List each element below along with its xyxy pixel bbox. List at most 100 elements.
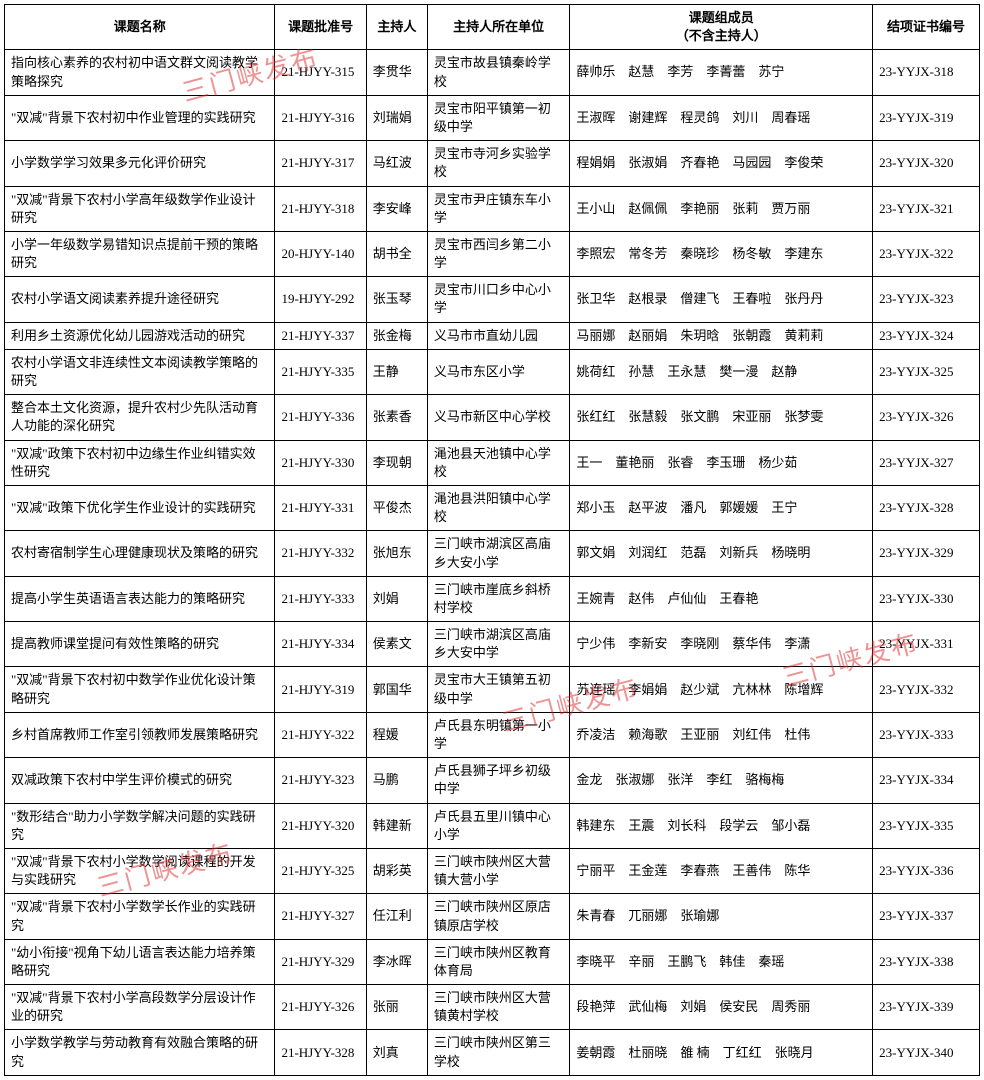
table-row: 小学一年级数学易错知识点提前干预的策略研究20-HJYY-140胡书全灵宝市西闫… bbox=[5, 231, 980, 276]
cell-unit: 三门峡市湖滨区高庙乡大安中学 bbox=[427, 622, 569, 667]
cell-title: 小学一年级数学易错知识点提前干预的策略研究 bbox=[5, 231, 275, 276]
cell-unit: 三门峡市陕州区大营镇大营小学 bbox=[427, 848, 569, 893]
cell-approval: 21-HJYY-323 bbox=[275, 758, 366, 803]
cell-approval: 21-HJYY-336 bbox=[275, 395, 366, 440]
table-row: 乡村首席教师工作室引领教师发展策略研究21-HJYY-322程媛卢氏县东明镇第一… bbox=[5, 712, 980, 757]
table-row: "双减"背景下农村初中数学作业优化设计策略研究21-HJYY-319郭国华灵宝市… bbox=[5, 667, 980, 712]
cell-host: 张素香 bbox=[366, 395, 427, 440]
cell-title: "数形结合"助力小学数学解决问题的实践研究 bbox=[5, 803, 275, 848]
cell-unit: 三门峡市陕州区原店镇原店学校 bbox=[427, 894, 569, 939]
cell-cert: 23-YYJX-332 bbox=[873, 667, 980, 712]
cell-title: "幼小衔接"视角下幼儿语言表达能力培养策略研究 bbox=[5, 939, 275, 984]
table-row: 农村小学语文非连续性文本阅读教学策略的研究21-HJYY-335王静义马市东区小… bbox=[5, 349, 980, 394]
cell-members: 宁丽平 王金莲 李春燕 王善伟 陈华 bbox=[570, 848, 873, 893]
cell-unit: 义马市市直幼儿园 bbox=[427, 322, 569, 349]
cell-title: "双减"背景下农村小学数学阅读课程的开发与实践研究 bbox=[5, 848, 275, 893]
cell-members: 朱青春 兀丽娜 张瑜娜 bbox=[570, 894, 873, 939]
cell-cert: 23-YYJX-335 bbox=[873, 803, 980, 848]
cell-members: 乔凌洁 赖海歌 王亚丽 刘红伟 杜伟 bbox=[570, 712, 873, 757]
cell-members: 马丽娜 赵丽娟 朱玥晗 张朝霞 黄莉莉 bbox=[570, 322, 873, 349]
cell-unit: 灵宝市川口乡中心小学 bbox=[427, 277, 569, 322]
header-host: 主持人 bbox=[366, 5, 427, 50]
header-unit: 主持人所在单位 bbox=[427, 5, 569, 50]
cell-members: 张红红 张慧毅 张文鹏 宋亚丽 张梦雯 bbox=[570, 395, 873, 440]
cell-approval: 21-HJYY-325 bbox=[275, 848, 366, 893]
cell-approval: 19-HJYY-292 bbox=[275, 277, 366, 322]
cell-cert: 23-YYJX-331 bbox=[873, 622, 980, 667]
cell-host: 李冰晖 bbox=[366, 939, 427, 984]
cell-host: 张丽 bbox=[366, 985, 427, 1030]
table-row: 提高教师课堂提问有效性策略的研究21-HJYY-334侯素文三门峡市湖滨区高庙乡… bbox=[5, 622, 980, 667]
cell-host: 李贯华 bbox=[366, 50, 427, 95]
cell-unit: 卢氏县东明镇第一小学 bbox=[427, 712, 569, 757]
cell-cert: 23-YYJX-324 bbox=[873, 322, 980, 349]
cell-approval: 21-HJYY-317 bbox=[275, 141, 366, 186]
cell-cert: 23-YYJX-328 bbox=[873, 485, 980, 530]
cell-unit: 三门峡市湖滨区高庙乡大安小学 bbox=[427, 531, 569, 576]
cell-host: 李安峰 bbox=[366, 186, 427, 231]
cell-unit: 灵宝市大王镇第五初级中学 bbox=[427, 667, 569, 712]
cell-host: 刘真 bbox=[366, 1030, 427, 1075]
cell-approval: 21-HJYY-335 bbox=[275, 349, 366, 394]
cell-members: 郑小玉 赵平波 潘凡 郭媛媛 王宁 bbox=[570, 485, 873, 530]
table-row: "双减"背景下农村小学高年级数学作业设计研究21-HJYY-318李安峰灵宝市尹… bbox=[5, 186, 980, 231]
cell-title: "双减"政策下农村初中边缘生作业纠错实效性研究 bbox=[5, 440, 275, 485]
cell-host: 张旭东 bbox=[366, 531, 427, 576]
cell-unit: 三门峡市陕州区教育体育局 bbox=[427, 939, 569, 984]
table-row: 利用乡土资源优化幼儿园游戏活动的研究21-HJYY-337张金梅义马市市直幼儿园… bbox=[5, 322, 980, 349]
cell-members: 薛帅乐 赵慧 李芳 李菁蕾 苏宁 bbox=[570, 50, 873, 95]
cell-members: 郭文娟 刘润红 范磊 刘新兵 杨晓明 bbox=[570, 531, 873, 576]
table-row: 双减政策下农村中学生评价模式的研究21-HJYY-323马鹏卢氏县狮子坪乡初级中… bbox=[5, 758, 980, 803]
cell-approval: 21-HJYY-319 bbox=[275, 667, 366, 712]
cell-cert: 23-YYJX-327 bbox=[873, 440, 980, 485]
cell-members: 姚荷红 孙慧 王永慧 樊一漫 赵静 bbox=[570, 349, 873, 394]
cell-title: 整合本土文化资源，提升农村少先队活动育人功能的深化研究 bbox=[5, 395, 275, 440]
table-row: 小学数学教学与劳动教育有效融合策略的研究21-HJYY-328刘真三门峡市陕州区… bbox=[5, 1030, 980, 1075]
cell-approval: 21-HJYY-333 bbox=[275, 576, 366, 621]
cell-unit: 三门峡市崖底乡斜桥村学校 bbox=[427, 576, 569, 621]
cell-members: 苏连瑶 李娟娟 赵少斌 亢林林 陈增辉 bbox=[570, 667, 873, 712]
table-header-row: 课题名称 课题批准号 主持人 主持人所在单位 课题组成员 （不含主持人） 结项证… bbox=[5, 5, 980, 50]
cell-title: "双减"背景下农村初中作业管理的实践研究 bbox=[5, 95, 275, 140]
header-title: 课题名称 bbox=[5, 5, 275, 50]
cell-members: 王小山 赵佩佩 李艳丽 张莉 贾万丽 bbox=[570, 186, 873, 231]
table-row: "双减"政策下农村初中边缘生作业纠错实效性研究21-HJYY-330李现朝渑池县… bbox=[5, 440, 980, 485]
cell-title: 小学数学学习效果多元化评价研究 bbox=[5, 141, 275, 186]
cell-unit: 灵宝市故县镇秦岭学校 bbox=[427, 50, 569, 95]
cell-unit: 灵宝市西闫乡第二小学 bbox=[427, 231, 569, 276]
cell-approval: 21-HJYY-316 bbox=[275, 95, 366, 140]
cell-host: 王静 bbox=[366, 349, 427, 394]
cell-host: 任江利 bbox=[366, 894, 427, 939]
cell-cert: 23-YYJX-337 bbox=[873, 894, 980, 939]
cell-cert: 23-YYJX-339 bbox=[873, 985, 980, 1030]
cell-host: 侯素文 bbox=[366, 622, 427, 667]
cell-title: "双减"背景下农村小学数学长作业的实践研究 bbox=[5, 894, 275, 939]
cell-title: 指向核心素养的农村初中语文群文阅读教学策略探究 bbox=[5, 50, 275, 95]
cell-approval: 20-HJYY-140 bbox=[275, 231, 366, 276]
cell-title: 农村寄宿制学生心理健康现状及策略的研究 bbox=[5, 531, 275, 576]
table-row: "双减"背景下农村小学数学阅读课程的开发与实践研究21-HJYY-325胡彩英三… bbox=[5, 848, 980, 893]
cell-host: 郭国华 bbox=[366, 667, 427, 712]
cell-unit: 灵宝市尹庄镇东车小学 bbox=[427, 186, 569, 231]
cell-host: 平俊杰 bbox=[366, 485, 427, 530]
cell-title: 利用乡土资源优化幼儿园游戏活动的研究 bbox=[5, 322, 275, 349]
table-row: "双减"政策下优化学生作业设计的实践研究21-HJYY-331平俊杰渑池县洪阳镇… bbox=[5, 485, 980, 530]
cell-members: 王淑晖 谢建辉 程灵鸽 刘川 周春瑶 bbox=[570, 95, 873, 140]
cell-approval: 21-HJYY-334 bbox=[275, 622, 366, 667]
cell-cert: 23-YYJX-320 bbox=[873, 141, 980, 186]
cell-unit: 渑池县天池镇中心学校 bbox=[427, 440, 569, 485]
cell-members: 李晓平 辛丽 王鹏飞 韩佳 秦瑶 bbox=[570, 939, 873, 984]
cell-cert: 23-YYJX-318 bbox=[873, 50, 980, 95]
cell-members: 王一 董艳丽 张睿 李玉珊 杨少茹 bbox=[570, 440, 873, 485]
cell-unit: 三门峡市陕州区第三学校 bbox=[427, 1030, 569, 1075]
cell-host: 张金梅 bbox=[366, 322, 427, 349]
cell-unit: 卢氏县五里川镇中心小学 bbox=[427, 803, 569, 848]
cell-host: 韩建新 bbox=[366, 803, 427, 848]
cell-host: 刘瑞娟 bbox=[366, 95, 427, 140]
cell-members: 程娟娟 张淑娟 齐春艳 马园园 李俊荣 bbox=[570, 141, 873, 186]
cell-cert: 23-YYJX-322 bbox=[873, 231, 980, 276]
cell-title: 小学数学教学与劳动教育有效融合策略的研究 bbox=[5, 1030, 275, 1075]
cell-cert: 23-YYJX-329 bbox=[873, 531, 980, 576]
table-row: "数形结合"助力小学数学解决问题的实践研究21-HJYY-320韩建新卢氏县五里… bbox=[5, 803, 980, 848]
cell-host: 张玉琴 bbox=[366, 277, 427, 322]
